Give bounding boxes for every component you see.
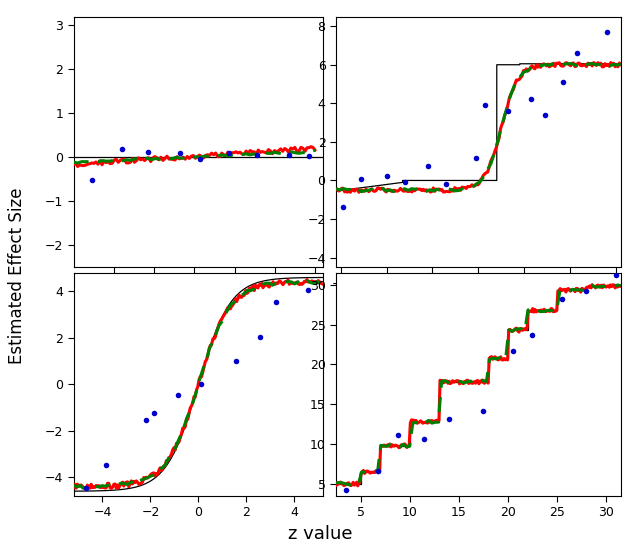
Point — [419, 434, 429, 443]
Point — [196, 380, 206, 388]
Point — [175, 148, 186, 157]
Point — [423, 161, 433, 170]
Point — [81, 483, 91, 492]
Point — [611, 271, 621, 279]
Point — [101, 460, 111, 469]
Point — [400, 178, 410, 187]
Point — [373, 467, 383, 476]
Point — [503, 106, 513, 115]
Point — [230, 356, 241, 365]
Point — [223, 148, 234, 157]
Point — [143, 148, 153, 156]
Point — [340, 485, 351, 494]
Point — [480, 101, 490, 110]
Point — [271, 298, 282, 306]
Point — [526, 95, 536, 104]
Point — [356, 175, 366, 183]
Point — [527, 331, 538, 339]
Point — [558, 78, 568, 87]
Point — [116, 145, 127, 154]
Point — [284, 150, 294, 159]
Point — [381, 172, 392, 181]
Point — [557, 295, 567, 304]
Point — [602, 28, 612, 36]
Point — [86, 176, 97, 185]
Point — [304, 151, 314, 160]
Point — [195, 155, 205, 164]
Point — [444, 414, 454, 423]
Point — [471, 154, 481, 163]
Point — [478, 406, 488, 415]
Point — [572, 49, 582, 58]
Point — [303, 286, 313, 295]
Point — [173, 391, 183, 400]
Point — [581, 287, 591, 295]
Point — [338, 203, 348, 212]
Text: Estimated Effect Size: Estimated Effect Size — [8, 187, 26, 364]
Point — [441, 180, 451, 188]
Text: z value: z value — [288, 525, 352, 543]
Point — [508, 347, 518, 355]
Point — [149, 408, 159, 417]
Point — [252, 150, 262, 159]
Point — [393, 430, 403, 439]
Point — [255, 332, 265, 341]
Point — [141, 416, 151, 425]
Point — [540, 110, 550, 120]
